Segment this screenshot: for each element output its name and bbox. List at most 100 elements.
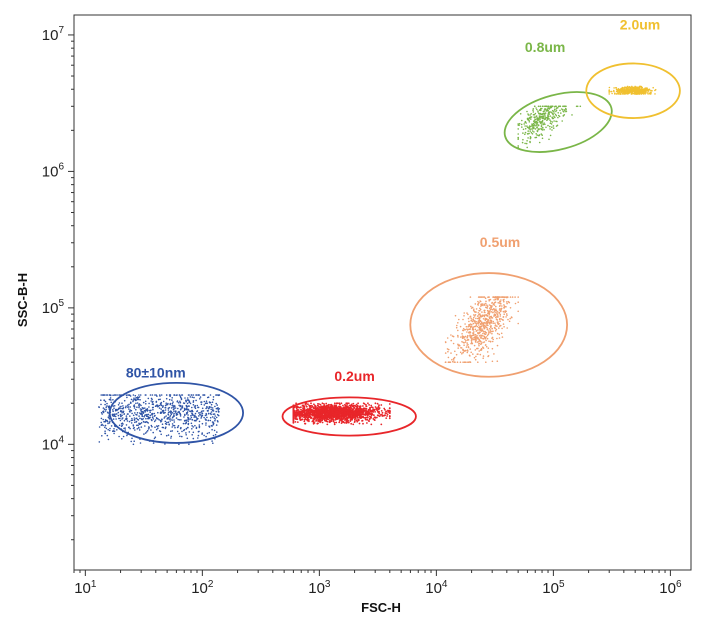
data-point <box>473 336 476 339</box>
data-point <box>182 410 184 413</box>
data-point <box>327 411 330 413</box>
data-point <box>354 412 357 414</box>
data-point <box>470 336 472 338</box>
data-point <box>530 118 532 120</box>
data-point <box>332 407 335 409</box>
data-point <box>357 409 359 412</box>
data-point <box>475 321 478 323</box>
data-point <box>135 417 137 420</box>
data-point <box>529 137 532 140</box>
data-point <box>457 344 460 347</box>
data-point <box>203 416 205 419</box>
data-point <box>349 416 352 419</box>
data-point <box>542 123 545 126</box>
data-point <box>536 126 538 128</box>
data-point <box>479 307 481 310</box>
data-point <box>459 351 462 354</box>
x-tick-label: 101 <box>74 579 97 597</box>
data-point <box>527 137 529 139</box>
data-point <box>344 411 347 414</box>
data-point <box>314 408 317 410</box>
data-point <box>625 92 627 95</box>
data-point <box>179 404 182 407</box>
data-point <box>319 403 322 406</box>
data-point <box>469 348 472 350</box>
data-point <box>104 424 107 427</box>
data-point <box>121 414 123 417</box>
data-point <box>188 400 191 402</box>
data-point <box>528 126 531 129</box>
data-point <box>388 407 391 410</box>
data-point <box>514 296 516 298</box>
data-point <box>311 420 314 423</box>
data-point <box>359 408 362 411</box>
data-point <box>121 438 123 440</box>
data-point <box>526 117 529 120</box>
cluster-label: 0.8um <box>525 39 565 55</box>
data-point <box>205 435 207 438</box>
data-point <box>179 413 182 416</box>
data-point <box>646 92 648 94</box>
data-point <box>109 397 112 399</box>
data-point <box>305 416 308 418</box>
data-point <box>303 416 305 419</box>
data-point <box>140 413 142 415</box>
data-point <box>206 396 209 399</box>
data-point <box>164 422 167 425</box>
data-point <box>486 305 489 308</box>
data-point <box>536 117 538 119</box>
data-point <box>206 405 208 408</box>
data-point <box>503 305 506 308</box>
data-point <box>369 413 372 416</box>
data-point <box>339 406 342 408</box>
data-point <box>304 422 306 425</box>
data-point <box>366 418 369 421</box>
data-point <box>168 424 170 426</box>
data-point <box>356 420 359 423</box>
data-point <box>548 138 550 141</box>
data-point <box>624 90 626 92</box>
data-point <box>128 426 130 429</box>
data-point <box>522 128 525 131</box>
data-point <box>491 336 494 339</box>
data-point <box>181 405 184 407</box>
data-point <box>565 110 568 112</box>
data-point <box>362 422 364 425</box>
data-point <box>198 415 200 417</box>
data-point <box>450 339 453 342</box>
data-point <box>315 405 317 408</box>
data-point <box>144 394 147 396</box>
data-point <box>631 89 633 91</box>
data-point <box>489 330 492 333</box>
data-point <box>517 296 519 298</box>
data-point <box>455 353 458 356</box>
data-point <box>186 437 189 440</box>
data-point <box>468 323 471 326</box>
data-point <box>211 409 214 412</box>
data-point <box>185 421 188 424</box>
data-point <box>490 306 493 309</box>
data-point <box>517 138 519 140</box>
data-point <box>365 416 368 419</box>
data-point <box>115 408 118 411</box>
data-point <box>211 424 213 427</box>
data-point <box>380 410 383 412</box>
data-point <box>136 428 139 430</box>
data-point <box>121 424 123 427</box>
data-point <box>469 296 472 298</box>
data-point <box>491 347 494 350</box>
data-point <box>477 341 480 343</box>
data-point <box>355 419 358 422</box>
data-point <box>112 394 114 397</box>
data-point <box>466 342 469 344</box>
data-point <box>631 92 633 95</box>
data-point <box>644 92 646 94</box>
data-point <box>183 408 186 410</box>
data-point <box>309 413 311 416</box>
data-point <box>336 409 339 411</box>
data-point <box>100 403 102 406</box>
data-point <box>170 413 173 416</box>
data-point <box>137 396 140 399</box>
data-point <box>120 410 122 412</box>
data-point <box>503 306 505 309</box>
